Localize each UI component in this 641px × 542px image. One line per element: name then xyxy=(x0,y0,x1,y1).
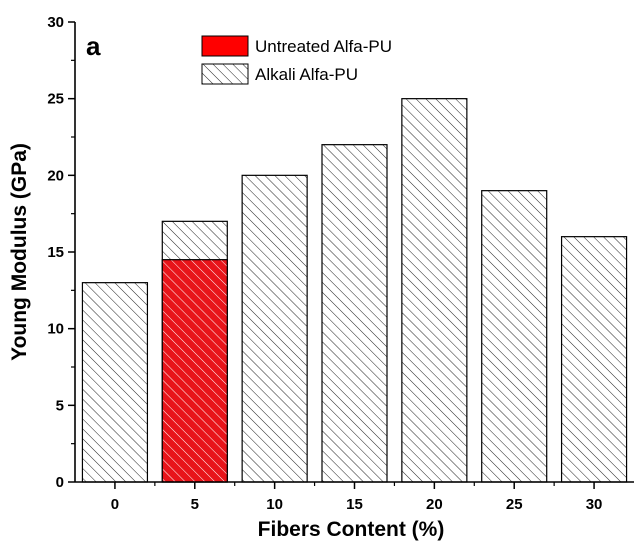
bar-alkali-25 xyxy=(481,190,548,483)
x-tick-label-20: 20 xyxy=(426,496,443,513)
bars-group xyxy=(81,98,628,483)
x-tick-label-15: 15 xyxy=(346,496,363,513)
y-tick-label-0: 0 xyxy=(56,474,64,491)
y-tick-label-5: 5 xyxy=(56,397,64,414)
y-tick-label-10: 10 xyxy=(47,321,64,338)
x-tick-label-5: 5 xyxy=(191,496,199,513)
y-tick-label-25: 25 xyxy=(47,91,64,108)
x-tick-label-10: 10 xyxy=(266,496,283,513)
panel-label: a xyxy=(86,31,101,61)
legend-swatch-untreated-alfa-pu xyxy=(201,35,249,57)
bar-alkali-0 xyxy=(81,282,149,483)
bar-untreated-5 xyxy=(161,259,228,483)
bar-alkali-30 xyxy=(560,236,628,483)
bar-alkali-15 xyxy=(321,144,388,483)
axes-group: 0 5 10 15 20 25 30 0 5 10 15 20 25 30 xyxy=(47,14,634,513)
y-tick-label-20: 20 xyxy=(47,167,64,184)
legend-swatch-alkali-alfa-pu xyxy=(201,63,249,85)
legend-label-untreated-alfa-pu: Untreated Alfa-PU xyxy=(255,37,392,56)
legend-label-alkali-alfa-pu: Alkali Alfa-PU xyxy=(255,65,358,84)
x-tick-label-25: 25 xyxy=(506,496,523,513)
bar-alkali-20 xyxy=(401,98,468,483)
y-tick-label-15: 15 xyxy=(47,244,64,261)
y-axis-title: Young Modulus (GPa) xyxy=(8,143,31,361)
legend: Untreated Alfa-PU Alkali Alfa-PU xyxy=(201,35,392,85)
x-tick-label-0: 0 xyxy=(111,496,119,513)
x-axis-title: Fibers Content (%) xyxy=(258,518,445,541)
x-tick-label-30: 30 xyxy=(586,496,603,513)
bar-alkali-10 xyxy=(241,174,308,483)
y-tick-label-30: 30 xyxy=(47,14,64,31)
